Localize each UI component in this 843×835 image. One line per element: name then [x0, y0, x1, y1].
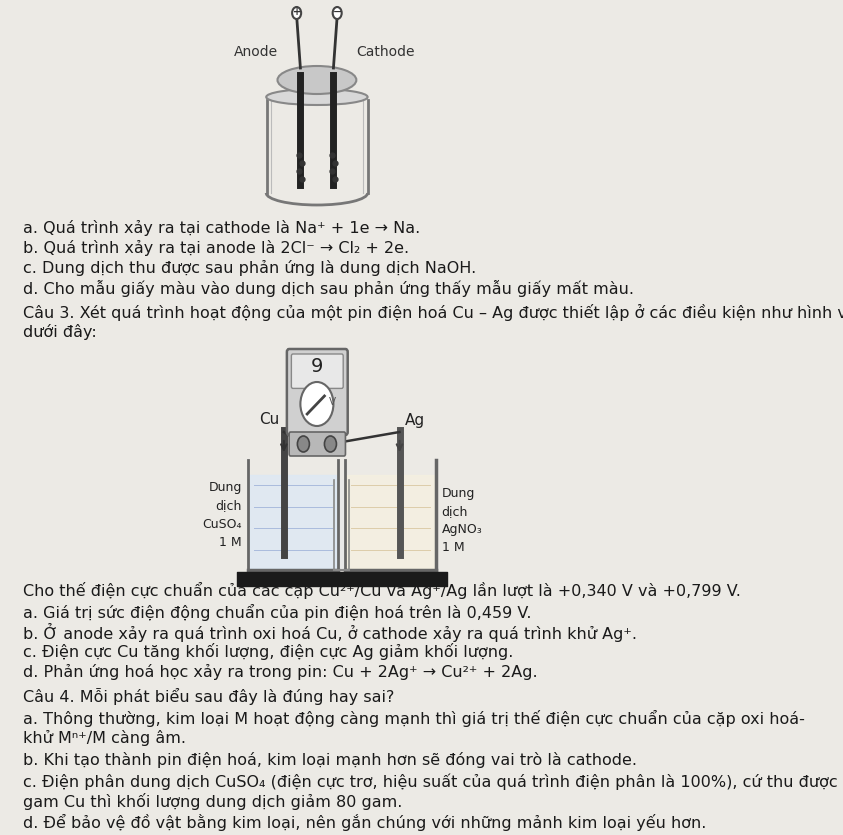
Text: Ag: Ag: [405, 412, 425, 428]
Text: b. Ở anode xảy ra quá trình oxi hoá Cu, ở cathode xảy ra quá trình khử Ag⁺.: b. Ở anode xảy ra quá trình oxi hoá Cu, …: [23, 622, 636, 641]
Text: b. Quá trình xảy ra tại anode là 2Cl⁻ → Cl₂ + 2e.: b. Quá trình xảy ra tại anode là 2Cl⁻ → …: [23, 240, 409, 256]
Text: khử Mⁿ⁺/M càng âm.: khử Mⁿ⁺/M càng âm.: [23, 730, 185, 746]
Circle shape: [325, 436, 336, 452]
Text: Câu 3. Xét quá trình hoạt động của một pin điện hoá Cu – Ag được thiết lập ở các: Câu 3. Xét quá trình hoạt động của một p…: [23, 303, 843, 321]
Text: Câu 4. Mỗi phát biểu sau đây là đúng hay sai?: Câu 4. Mỗi phát biểu sau đây là đúng hay…: [23, 687, 394, 705]
Circle shape: [300, 382, 334, 426]
Text: dưới đây:: dưới đây:: [23, 324, 96, 340]
Text: V: V: [329, 397, 336, 407]
Text: Cu: Cu: [259, 412, 279, 428]
FancyBboxPatch shape: [289, 432, 346, 456]
Text: d. Cho mẫu giấy màu vào dung dịch sau phản ứng thấy mẫu giấy mất màu.: d. Cho mẫu giấy màu vào dung dịch sau ph…: [23, 280, 634, 296]
Text: Dung
dịch
CuSO₄
1 M: Dung dịch CuSO₄ 1 M: [202, 482, 242, 549]
Text: d. Phản ứng hoá học xảy ra trong pin: Cu + 2Ag⁺ → Cu²⁺ + 2Ag.: d. Phản ứng hoá học xảy ra trong pin: Cu…: [23, 664, 537, 680]
Text: +: +: [293, 7, 301, 17]
Circle shape: [298, 436, 309, 452]
Circle shape: [293, 7, 301, 19]
Text: a. Thông thường, kim loại M hoạt động càng mạnh thì giá trị thế điện cực chuẩn c: a. Thông thường, kim loại M hoạt động cà…: [23, 710, 804, 726]
Text: 9: 9: [311, 357, 323, 376]
Text: c. Dung dịch thu được sau phản ứng là dung dịch NaOH.: c. Dung dịch thu được sau phản ứng là du…: [23, 260, 475, 276]
Ellipse shape: [266, 89, 368, 105]
Text: d. Để bảo vệ đồ vật bằng kim loại, nên gắn chúng với những mảnh kim loại yếu hơn: d. Để bảo vệ đồ vật bằng kim loại, nên g…: [23, 813, 706, 831]
Text: Cathode: Cathode: [356, 45, 415, 59]
Text: a. Quá trình xảy ra tại cathode là Na⁺ + 1e → Na.: a. Quá trình xảy ra tại cathode là Na⁺ +…: [23, 220, 420, 236]
Text: Dung
dịch
AgNO₃
1 M: Dung dịch AgNO₃ 1 M: [442, 487, 482, 554]
Text: c. Điện phân dung dịch CuSO₄ (điện cực trơ, hiệu suất của quá trình điện phân là: c. Điện phân dung dịch CuSO₄ (điện cực t…: [23, 774, 843, 790]
FancyBboxPatch shape: [287, 349, 347, 435]
Text: b. Khi tạo thành pin điện hoá, kim loại mạnh hơn sẽ đóng vai trò là cathode.: b. Khi tạo thành pin điện hoá, kim loại …: [23, 752, 636, 768]
Text: Anode: Anode: [234, 45, 278, 59]
Text: gam Cu thì khối lượng dung dịch giảm 80 gam.: gam Cu thì khối lượng dung dịch giảm 80 …: [23, 793, 402, 811]
Text: −: −: [332, 7, 342, 17]
Text: a. Giá trị sức điện động chuẩn của pin điện hoá trên là 0,459 V.: a. Giá trị sức điện động chuẩn của pin đ…: [23, 604, 531, 620]
Circle shape: [333, 7, 341, 19]
Text: c. Điện cực Cu tăng khối lượng, điện cực Ag giảm khối lượng.: c. Điện cực Cu tăng khối lượng, điện cực…: [23, 644, 513, 660]
FancyBboxPatch shape: [292, 354, 343, 388]
Ellipse shape: [277, 66, 357, 94]
Text: Cho thế điện cực chuẩn của các cặp Cu²⁺/Cu và Ag⁺/Ag lần lượt là +0,340 V và +0,: Cho thế điện cực chuẩn của các cặp Cu²⁺/…: [23, 581, 740, 599]
